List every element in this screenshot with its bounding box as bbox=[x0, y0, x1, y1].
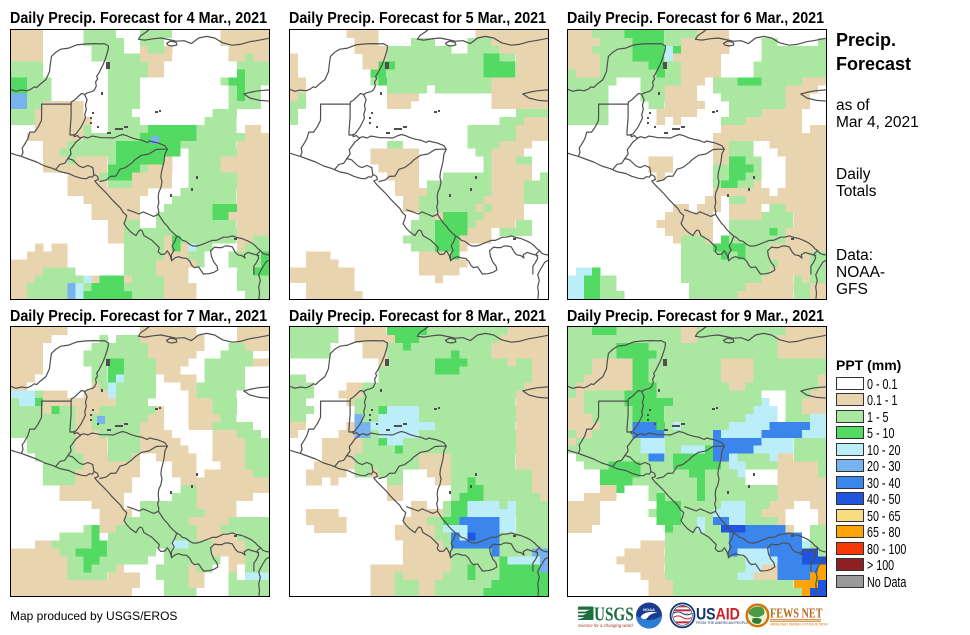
svg-text:FAMINE EARLY WARNING SYSTEMS N: FAMINE EARLY WARNING SYSTEMS NETWORK bbox=[770, 622, 828, 627]
svg-text:science for a changing world: science for a changing world bbox=[578, 623, 633, 628]
svg-text:USGS: USGS bbox=[594, 603, 634, 625]
svg-text:FEWS NET: FEWS NET bbox=[770, 605, 823, 621]
svg-text:USAID: USAID bbox=[696, 605, 740, 623]
svg-text:FROM THE AMERICAN PEOPLE: FROM THE AMERICAN PEOPLE bbox=[696, 621, 749, 625]
svg-text:NOAA: NOAA bbox=[643, 607, 655, 612]
